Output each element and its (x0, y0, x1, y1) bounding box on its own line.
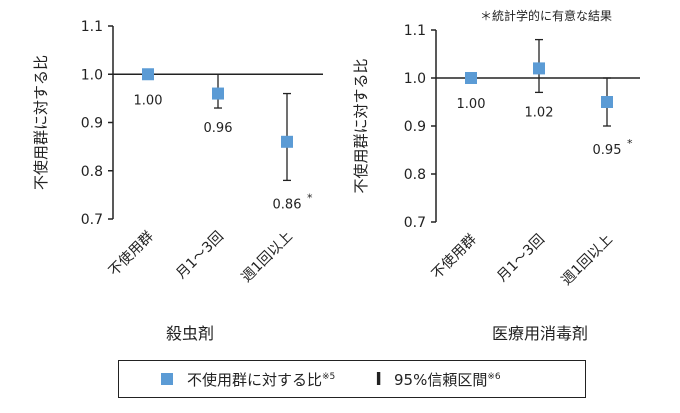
significance-mark: * (627, 137, 633, 150)
legend-marker-label: 不使用群に対する比※5 (187, 370, 336, 389)
x-tick-label: 週1回以上 (559, 232, 616, 289)
y-tick-label: 1.1 (81, 19, 103, 35)
x-tick-label: 不使用群 (428, 231, 480, 283)
legend-ci-label: 95%信頼区間※6 (394, 370, 501, 389)
data-label: 0.86 (273, 197, 302, 212)
data-point (212, 87, 224, 100)
y-tick-label: 1.1 (404, 23, 426, 39)
chart-title: 殺虫剤 (166, 324, 214, 343)
y-tick-label: 1.0 (81, 67, 103, 83)
legend: 不使用群に対する比※5 I 95%信頼区間※6 (118, 360, 586, 398)
error-bar-icon: I (375, 368, 382, 390)
data-point (142, 68, 154, 81)
data-label: 0.95 (593, 143, 622, 158)
y-tick-label: 0.7 (81, 212, 103, 228)
y-axis-label: 不使用群に対する比 (32, 55, 50, 190)
y-tick-label: 0.9 (81, 116, 103, 132)
data-label: 1.00 (457, 97, 486, 112)
x-tick-label: 週1回以上 (239, 229, 296, 286)
x-tick-label: 月1～3回 (173, 229, 227, 283)
chart-title: 医療用消毒剤 (492, 324, 588, 343)
data-point (601, 96, 613, 108)
chart-area: ＊統計学的に有意な結果 0.70.80.91.01.1不使用群に対する比不使用群… (32, 8, 640, 343)
y-tick-label: 1.0 (404, 71, 426, 87)
data-label: 1.00 (134, 93, 163, 108)
significance-mark: * (307, 191, 313, 204)
data-point (533, 62, 545, 75)
y-tick-label: 0.7 (404, 215, 426, 231)
y-tick-label: 0.9 (404, 119, 426, 135)
x-tick-label: 不使用群 (105, 228, 157, 280)
data-point (465, 72, 477, 84)
data-point (281, 135, 293, 148)
y-tick-label: 0.8 (81, 164, 103, 180)
significance-note: ＊統計学的に有意な結果 (480, 8, 612, 23)
data-label: 1.02 (525, 105, 554, 120)
data-label: 0.96 (204, 121, 233, 136)
y-tick-label: 0.8 (404, 167, 426, 183)
x-tick-label: 月1～3回 (494, 232, 548, 286)
y-axis-label: 不使用群に対する比 (352, 58, 370, 193)
square-marker-icon (161, 373, 173, 385)
